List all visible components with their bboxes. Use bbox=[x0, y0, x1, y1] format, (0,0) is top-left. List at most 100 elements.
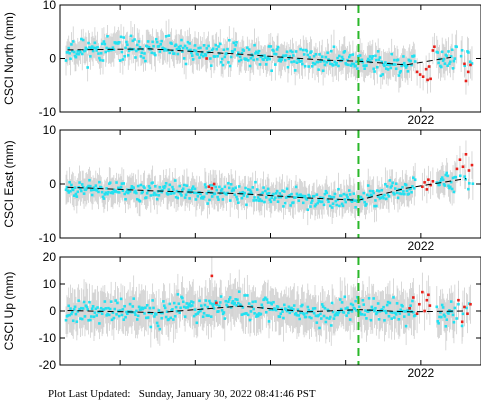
data-point bbox=[218, 301, 222, 304]
data-point bbox=[147, 184, 151, 188]
data-point bbox=[211, 304, 215, 308]
data-point bbox=[451, 176, 455, 180]
data-point bbox=[93, 41, 97, 45]
data-point bbox=[125, 40, 128, 44]
y-axis-label: CSCI North (mm) bbox=[2, 12, 16, 105]
data-point bbox=[157, 309, 161, 312]
data-point bbox=[392, 63, 395, 66]
data-point bbox=[248, 318, 252, 322]
data-point bbox=[440, 65, 443, 69]
data-point bbox=[236, 53, 239, 57]
data-point bbox=[140, 51, 144, 55]
data-point bbox=[259, 312, 263, 316]
data-point bbox=[373, 309, 376, 313]
trend-line bbox=[67, 48, 451, 66]
data-point bbox=[177, 45, 181, 49]
data-point bbox=[154, 53, 157, 57]
data-point bbox=[278, 57, 282, 61]
data-point bbox=[103, 300, 107, 303]
data-point bbox=[255, 57, 259, 61]
flagged-point bbox=[429, 77, 432, 81]
data-point bbox=[370, 305, 374, 309]
data-point bbox=[329, 324, 333, 327]
data-point bbox=[106, 312, 109, 316]
data-point bbox=[441, 178, 445, 182]
data-point bbox=[100, 42, 104, 46]
data-point bbox=[98, 56, 101, 60]
data-point bbox=[317, 68, 320, 71]
data-point bbox=[267, 45, 271, 48]
data-point bbox=[175, 309, 179, 313]
data-point bbox=[394, 313, 398, 316]
data-point bbox=[159, 43, 163, 46]
data-point bbox=[283, 201, 287, 205]
data-point bbox=[136, 184, 140, 188]
data-point bbox=[265, 298, 269, 301]
data-point bbox=[201, 197, 205, 200]
data-point bbox=[117, 186, 120, 190]
data-point bbox=[110, 318, 114, 322]
data-point bbox=[211, 47, 215, 51]
data-point bbox=[344, 307, 347, 310]
data-point bbox=[264, 196, 268, 199]
data-point bbox=[64, 318, 68, 322]
data-point bbox=[390, 52, 393, 56]
data-point bbox=[310, 201, 313, 205]
data-point bbox=[294, 185, 298, 189]
data-point bbox=[306, 208, 310, 212]
data-point bbox=[277, 59, 281, 62]
data-point bbox=[207, 190, 210, 194]
data-point bbox=[256, 314, 260, 318]
data-point bbox=[314, 314, 318, 318]
data-point bbox=[91, 304, 95, 308]
data-point bbox=[101, 195, 105, 199]
data-point bbox=[403, 64, 407, 68]
data-point bbox=[274, 196, 277, 199]
data-point bbox=[362, 303, 366, 306]
data-point bbox=[103, 42, 107, 46]
data-point bbox=[135, 191, 138, 195]
data-point bbox=[85, 47, 89, 51]
data-point bbox=[281, 310, 284, 313]
data-point bbox=[172, 191, 176, 195]
data-point bbox=[363, 200, 366, 204]
data-point bbox=[303, 194, 307, 198]
data-point bbox=[393, 316, 396, 319]
data-point bbox=[382, 196, 385, 200]
data-point bbox=[69, 307, 72, 310]
data-point bbox=[160, 39, 163, 43]
data-point bbox=[287, 305, 291, 309]
data-point bbox=[172, 318, 175, 321]
data-point bbox=[363, 67, 366, 70]
data-point bbox=[440, 178, 443, 181]
data-point bbox=[251, 300, 255, 304]
data-point bbox=[290, 60, 293, 64]
data-point bbox=[189, 48, 192, 52]
plot-area bbox=[64, 257, 472, 351]
data-point bbox=[80, 52, 84, 56]
data-point bbox=[329, 62, 332, 66]
data-point bbox=[279, 312, 283, 316]
data-point bbox=[410, 190, 413, 194]
data-point bbox=[393, 187, 397, 190]
data-point bbox=[181, 188, 184, 192]
data-point bbox=[348, 193, 352, 196]
data-point bbox=[350, 200, 354, 203]
data-point bbox=[383, 64, 386, 68]
data-point bbox=[338, 54, 341, 58]
data-point bbox=[200, 53, 203, 57]
flagged-point bbox=[412, 296, 415, 299]
data-point bbox=[162, 300, 165, 303]
flagged-point bbox=[463, 305, 466, 309]
flagged-point bbox=[460, 320, 464, 324]
data-point bbox=[166, 193, 170, 196]
flagged-point bbox=[423, 309, 426, 313]
data-point bbox=[349, 64, 353, 67]
data-point bbox=[247, 48, 251, 51]
data-point bbox=[316, 201, 320, 205]
data-point bbox=[345, 314, 348, 317]
data-point bbox=[87, 319, 90, 322]
data-point bbox=[77, 52, 80, 56]
data-point bbox=[388, 179, 392, 182]
data-point bbox=[90, 307, 94, 311]
